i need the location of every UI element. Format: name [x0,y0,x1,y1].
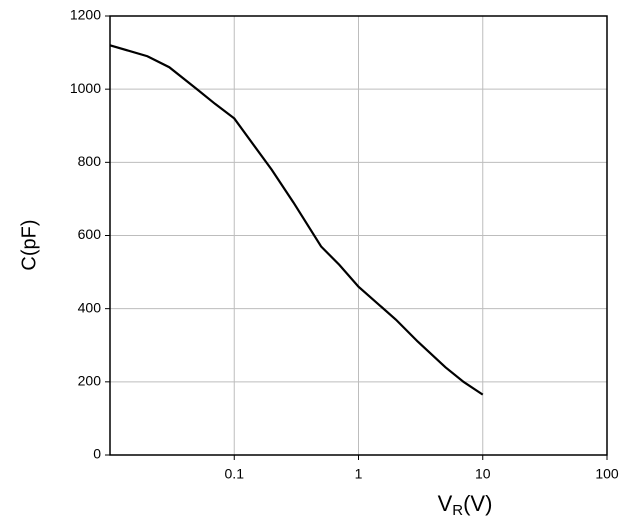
y-tick-label: 400 [78,299,102,315]
x-tick-label: 1 [355,466,363,482]
y-tick-label: 200 [78,373,102,389]
x-title-sub: R [452,502,463,519]
y-tick-label: 0 [93,446,101,462]
y-tick-label: 1000 [70,80,101,96]
data-line [109,44,484,396]
y-tick-label: 800 [78,153,102,169]
y-tick-label: 1200 [70,7,101,23]
plot-frame [109,15,608,456]
y-tick-label: 600 [78,226,102,242]
x-axis-title: VR(V) [438,491,493,519]
x-title-main: V [438,491,453,516]
x-title-rest: (V) [463,491,492,516]
x-tick-label: 10 [475,466,491,482]
x-tick-label: 100 [595,466,619,482]
y-axis-title: C(pF) [18,219,40,270]
x-tick-label: 0.1 [225,466,245,482]
